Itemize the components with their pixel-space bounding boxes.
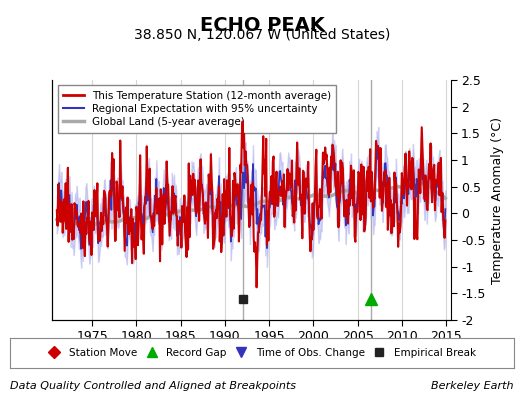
Legend: This Temperature Station (12-month average), Regional Expectation with 95% uncer: This Temperature Station (12-month avera… bbox=[58, 85, 336, 132]
Text: ECHO PEAK: ECHO PEAK bbox=[200, 16, 324, 35]
Y-axis label: Temperature Anomaly (°C): Temperature Anomaly (°C) bbox=[491, 116, 504, 284]
Text: Berkeley Earth: Berkeley Earth bbox=[431, 381, 514, 391]
Text: 38.850 N, 120.067 W (United States): 38.850 N, 120.067 W (United States) bbox=[134, 28, 390, 42]
Legend: Station Move, Record Gap, Time of Obs. Change, Empirical Break: Station Move, Record Gap, Time of Obs. C… bbox=[44, 344, 480, 362]
Text: Data Quality Controlled and Aligned at Breakpoints: Data Quality Controlled and Aligned at B… bbox=[10, 381, 297, 391]
